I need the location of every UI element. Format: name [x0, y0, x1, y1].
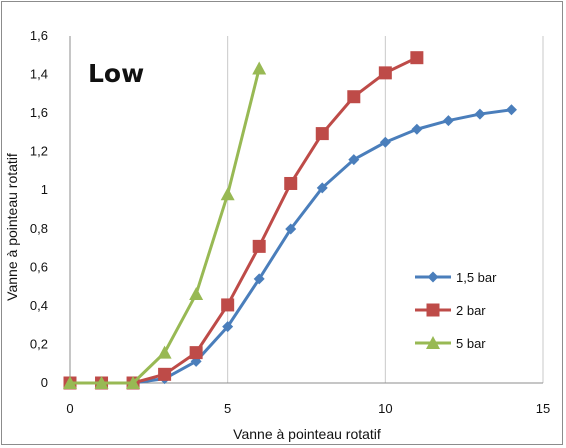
data-point — [474, 108, 486, 120]
data-point — [126, 376, 141, 389]
legend: 1,5 bar 2 bar 5 bar — [415, 270, 497, 351]
data-point — [222, 321, 234, 333]
data-point — [411, 123, 423, 135]
legend-item: 5 bar — [415, 336, 486, 351]
legend-marker — [426, 336, 440, 349]
series-layer — [63, 51, 517, 390]
series-2 — [63, 51, 424, 390]
x-axis-label: Vanne à pointeau rotatif — [233, 426, 381, 442]
data-point — [253, 273, 265, 285]
y-tick-label: 1,2 — [30, 144, 48, 159]
series-1 — [64, 104, 517, 389]
data-point — [94, 376, 109, 389]
axes — [69, 36, 543, 384]
legend-label: 5 bar — [456, 336, 486, 351]
data-point — [157, 345, 172, 359]
y-tick-label: 0,6 — [30, 259, 48, 274]
y-tick-label: 0,8 — [30, 221, 48, 236]
data-point — [158, 367, 172, 381]
y-tick-label: 0,2 — [30, 336, 48, 351]
y-tick-label: 1 — [41, 182, 48, 197]
data-point — [220, 187, 235, 201]
y-tick-label: 1,4 — [30, 67, 48, 82]
y-tick-label: 0,4 — [30, 298, 48, 313]
x-tick-label: 5 — [224, 401, 231, 416]
legend-item: 2 bar — [415, 303, 486, 318]
data-point — [252, 61, 267, 75]
data-point — [252, 239, 266, 253]
grid-lines — [227, 36, 544, 383]
data-point — [189, 287, 204, 301]
series-line — [70, 56, 418, 385]
series-3 — [63, 61, 267, 389]
chart-title: Low — [88, 59, 144, 88]
legend-label: 2 bar — [456, 303, 486, 318]
data-point — [379, 136, 391, 148]
data-point — [63, 376, 77, 389]
y-tick-label: 0 — [41, 375, 48, 390]
y-tick-label: 1,6 — [30, 28, 48, 43]
x-tick-label: 10 — [378, 401, 392, 416]
y-axis-label: Vanne à pointeau rotatif — [4, 153, 20, 301]
series-line — [70, 68, 261, 385]
legend-marker — [426, 303, 440, 317]
data-point — [348, 154, 360, 166]
x-tick-label: 0 — [66, 401, 73, 416]
data-point — [316, 182, 328, 194]
data-point — [221, 298, 235, 312]
data-point — [410, 51, 424, 65]
y-tick-label: 1,6 — [30, 105, 48, 120]
tick-labels: 0 5 10 15 0 0,2 0,4 0,6 0,8 1 1,2 1,6 1,4 1,6 — [30, 28, 550, 416]
x-tick-label: 15 — [536, 401, 550, 416]
legend-item: 1,5 bar — [415, 270, 497, 285]
data-point — [315, 127, 329, 141]
data-point — [285, 223, 297, 235]
data-point — [347, 90, 361, 104]
data-point — [505, 104, 517, 116]
data-point — [189, 346, 203, 360]
data-point — [442, 115, 454, 127]
data-point — [284, 176, 298, 190]
legend-label: 1,5 bar — [456, 270, 497, 285]
legend-marker — [427, 271, 439, 283]
data-point — [378, 66, 392, 80]
